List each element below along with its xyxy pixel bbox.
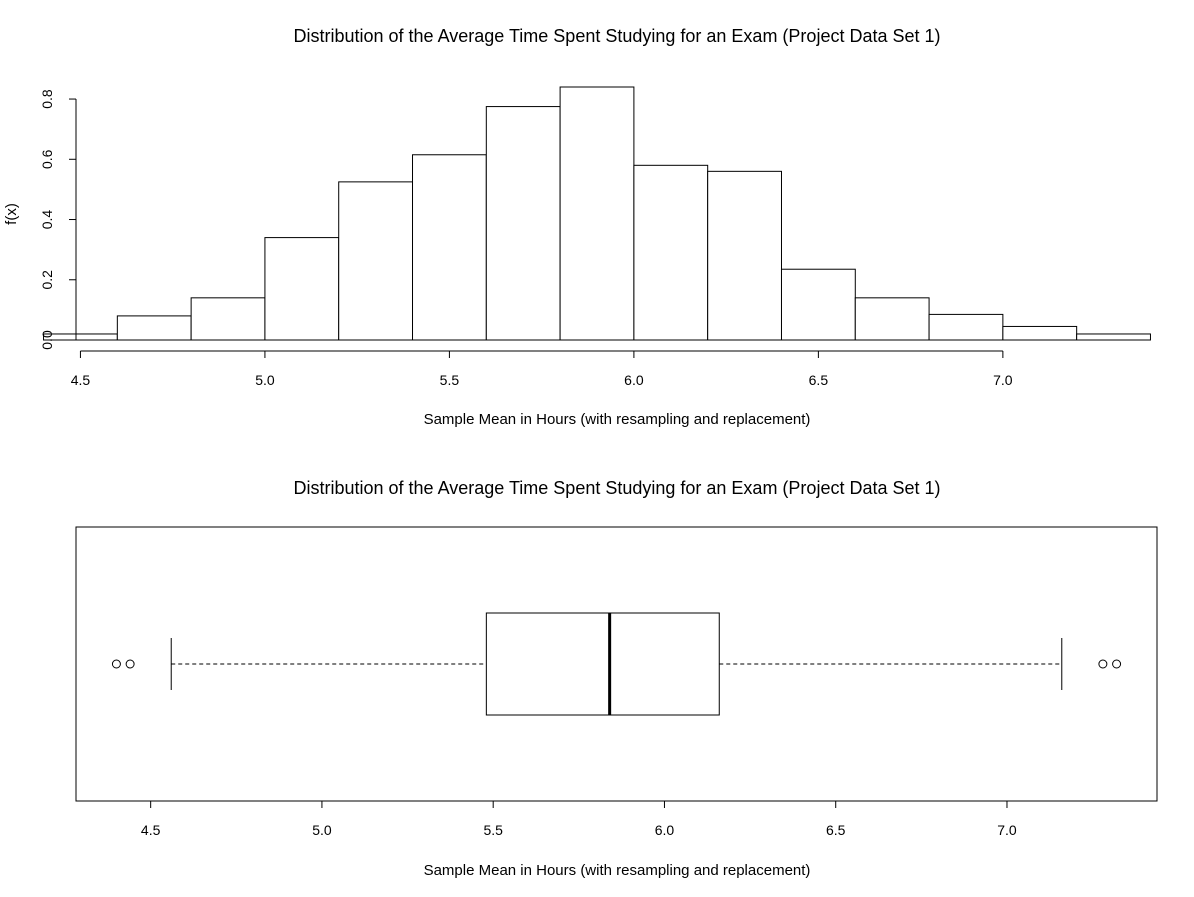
histogram-x-tick-label: 4.5 <box>71 372 91 388</box>
histogram-x-tick-label: 5.0 <box>255 372 275 388</box>
boxplot-x-tick-label: 6.5 <box>826 822 846 838</box>
histogram-bar <box>633 164 709 341</box>
boxplot-outlier-point <box>125 659 135 669</box>
histogram-bars <box>43 86 1151 341</box>
histogram-x-tick-label: 5.5 <box>440 372 460 388</box>
histogram-x-tick-label: 6.5 <box>809 372 829 388</box>
histogram-bar <box>928 313 1004 341</box>
boxplot-marks <box>111 612 1122 716</box>
boxplot-x-tick-label: 6.0 <box>655 822 675 838</box>
boxplot-title: Distribution of the Average Time Spent S… <box>294 478 941 498</box>
histogram-bar <box>559 86 635 341</box>
histogram-y-tick-label: 0.6 <box>39 149 55 169</box>
histogram-y-tick-label: 0.0 <box>39 330 55 350</box>
histogram-bar <box>1076 333 1151 341</box>
boxplot-box <box>485 612 720 716</box>
histogram-y-axis: 0.0 0.2 0.4 0.6 0.8 <box>39 89 77 350</box>
histogram-x-axis: 4.5 5.0 5.5 6.0 6.5 7.0 <box>71 350 1013 388</box>
histogram-x-label: Sample Mean in Hours (with resampling an… <box>424 411 811 428</box>
histogram-y-tick-label: 0.8 <box>39 89 55 109</box>
boxplot-x-tick-label: 5.0 <box>312 822 332 838</box>
histogram-bar <box>190 297 266 341</box>
histogram-bar <box>338 181 414 341</box>
histogram-x-tick-label: 6.0 <box>624 372 644 388</box>
histogram-bar <box>116 315 192 341</box>
histogram-panel: Distribution of the Average Time Spent S… <box>3 26 1151 428</box>
histogram-title: Distribution of the Average Time Spent S… <box>294 26 941 46</box>
histogram-bar <box>485 106 561 341</box>
histogram-bar <box>1002 325 1078 341</box>
histogram-bar <box>264 237 340 341</box>
boxplot-x-label: Sample Mean in Hours (with resampling an… <box>424 862 811 879</box>
histogram-bar <box>707 170 782 341</box>
histogram-y-tick-label: 0.4 <box>39 210 55 230</box>
histogram-y-tick-label: 0.2 <box>39 270 55 290</box>
boxplot-outlier-point <box>111 659 121 669</box>
histogram-bar <box>780 268 856 341</box>
histogram-bar <box>412 154 487 341</box>
histogram-bar <box>854 297 930 341</box>
histogram-y-label: f(x) <box>3 203 20 225</box>
boxplot-outlier-point <box>1098 659 1108 669</box>
boxplot-outlier-point <box>1112 659 1122 669</box>
boxplot-panel: Distribution of the Average Time Spent S… <box>75 478 1158 879</box>
boxplot-x-tick-label: 4.5 <box>141 822 161 838</box>
histogram-x-tick-label: 7.0 <box>993 372 1013 388</box>
boxplot-x-tick-label: 7.0 <box>997 822 1017 838</box>
boxplot-x-tick-label: 5.5 <box>483 822 503 838</box>
boxplot-x-axis: 4.5 5.0 5.5 6.0 6.5 7.0 <box>141 800 1017 838</box>
